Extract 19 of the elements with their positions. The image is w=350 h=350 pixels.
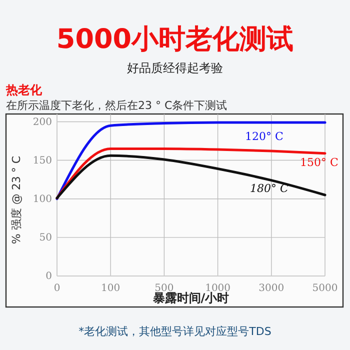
y-tick-label: 0 xyxy=(46,271,52,282)
series-label: 150° C xyxy=(300,156,338,169)
y-tick-label: 100 xyxy=(32,194,52,206)
line-series xyxy=(56,121,326,200)
text: *老化测试，其他型号详见对应型号TDS xyxy=(78,325,272,338)
y-tick-label: 150 xyxy=(32,155,52,166)
x-tick-label: 5000 xyxy=(312,283,338,294)
y-tick-label: 200 xyxy=(32,116,52,128)
x-axis-title: 暴露时间/小时 xyxy=(152,291,230,305)
text: 热老化 xyxy=(5,83,43,97)
y-tick-label: 50 xyxy=(39,232,52,244)
series-label: 120° C xyxy=(245,130,284,143)
x-tick-label: 3000 xyxy=(258,283,284,294)
chart-subtitle: 好品质经得起考验 xyxy=(127,61,223,75)
x-tick-label: 100 xyxy=(101,283,120,294)
text: 在所示温度下老化，然后在23 ° C条件下测试 xyxy=(6,99,228,112)
x-tick-label: 0 xyxy=(54,283,60,294)
chart-title: 5000小时老化测试 xyxy=(56,24,294,55)
y-axis-title: % 强度 @ 23 ° C xyxy=(10,156,23,244)
